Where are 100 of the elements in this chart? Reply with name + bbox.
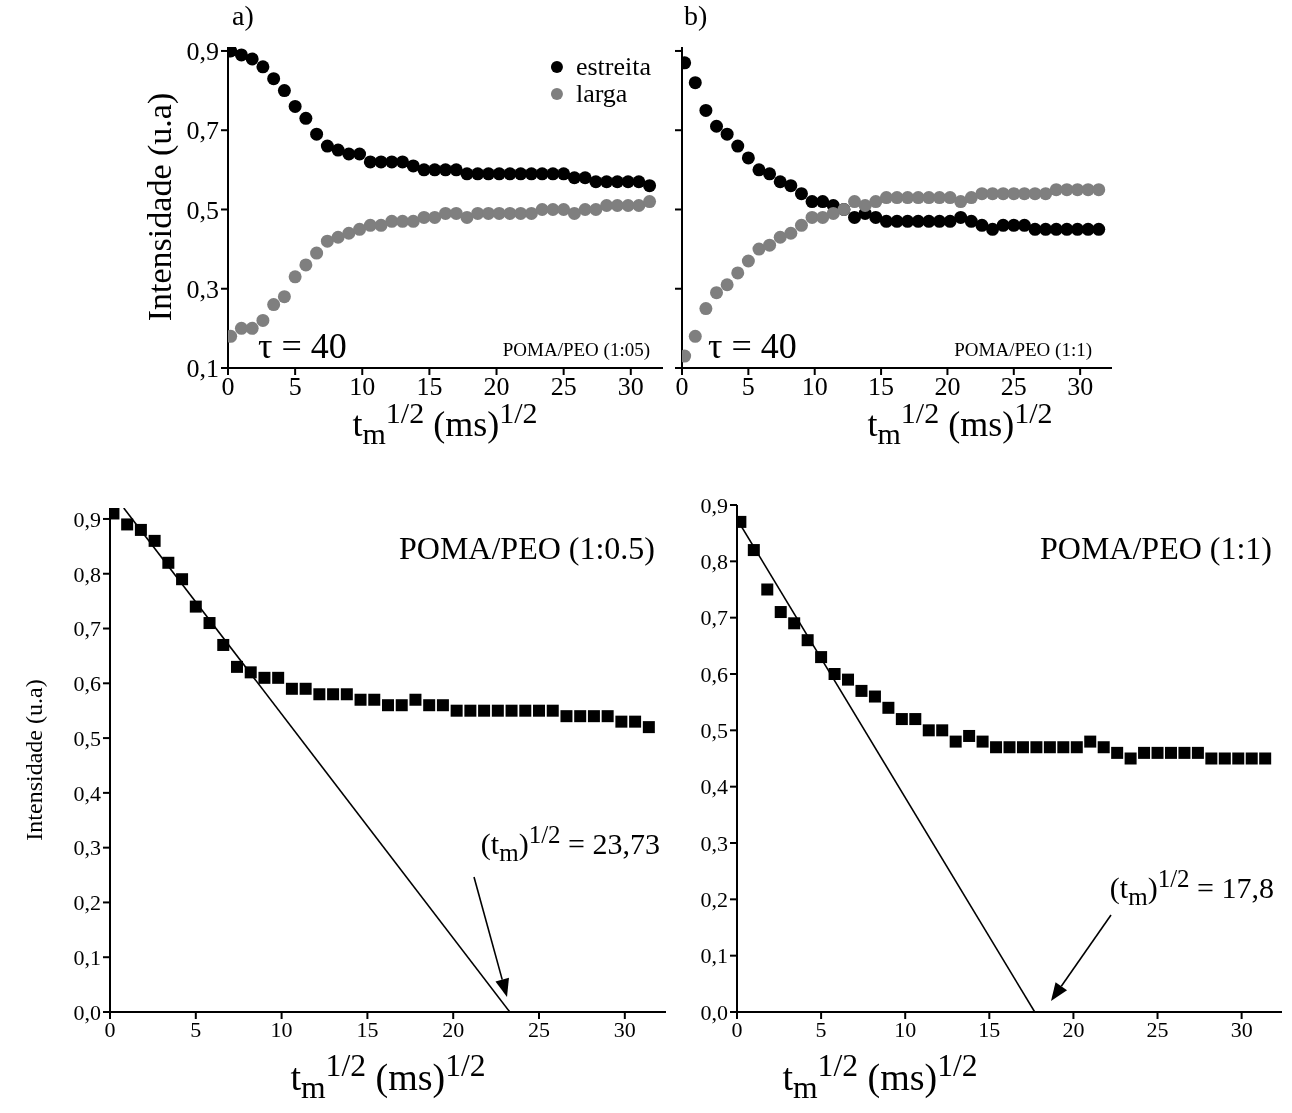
- point: [514, 167, 528, 181]
- point: [990, 741, 1003, 754]
- point: [1111, 746, 1124, 759]
- x-tick-label: 10: [801, 372, 828, 402]
- annotation: POMA/PEO (1:0.5): [398, 530, 655, 566]
- point: [615, 715, 628, 728]
- point: [632, 175, 646, 189]
- point: [277, 84, 291, 98]
- point: [642, 721, 655, 734]
- point: [976, 735, 989, 748]
- point: [710, 286, 724, 300]
- point: [121, 518, 134, 531]
- point: [731, 139, 745, 153]
- point: [439, 206, 452, 220]
- point: [320, 234, 334, 248]
- point: [256, 313, 270, 327]
- point: [801, 634, 814, 647]
- y-tick-label: 0,2: [700, 887, 728, 913]
- point: [1178, 746, 1191, 759]
- point: [1017, 218, 1031, 232]
- point: [1057, 741, 1070, 754]
- point: [460, 210, 474, 224]
- x-tick-label: 15: [356, 1016, 379, 1042]
- point: [1060, 183, 1074, 197]
- point: [688, 76, 702, 90]
- point: [1007, 218, 1021, 232]
- point: [761, 583, 774, 596]
- point: [277, 290, 291, 304]
- point: [481, 167, 495, 181]
- point: [621, 199, 635, 213]
- point: [245, 321, 259, 335]
- point: [578, 171, 592, 185]
- point: [828, 668, 841, 680]
- point: [1124, 752, 1137, 765]
- point: [784, 226, 798, 240]
- x-tick-label: 10: [270, 1016, 293, 1042]
- point: [234, 321, 248, 335]
- point: [533, 704, 546, 717]
- annotation: τ = 40: [258, 326, 347, 366]
- point: [514, 206, 528, 220]
- point: [815, 651, 828, 664]
- point: [353, 147, 367, 161]
- point: [720, 127, 734, 141]
- point: [546, 202, 560, 216]
- point: [964, 191, 978, 205]
- point: [643, 195, 657, 209]
- point: [975, 187, 989, 201]
- x-tick-label: 15: [978, 1016, 1001, 1042]
- point: [1097, 741, 1110, 754]
- y-axis-title: Intensidade (u.a): [20, 679, 48, 841]
- point: [949, 735, 962, 748]
- x-tick-label: 0: [104, 1016, 116, 1042]
- x-tick-label: 0: [675, 372, 689, 402]
- point: [932, 214, 946, 228]
- y-tick-label: 0,3: [186, 274, 219, 304]
- point: [478, 704, 491, 717]
- point: [230, 660, 243, 673]
- point: [842, 673, 855, 686]
- y-tick-label: 0,1: [73, 945, 101, 971]
- point: [741, 254, 755, 268]
- y-tick-label: 0,2: [73, 890, 101, 916]
- x-tick-label: 30: [617, 372, 644, 402]
- y-tick-label: 0,1: [186, 354, 219, 384]
- y-tick-label: 0,5: [700, 718, 728, 744]
- point: [936, 724, 949, 737]
- annotation: (t$_{m}$)$^{1/2}$ = 23,73: [480, 821, 660, 866]
- point: [943, 191, 957, 205]
- x-tick-label: 20: [1062, 1016, 1085, 1042]
- point: [858, 199, 872, 213]
- point: [374, 218, 388, 232]
- point: [288, 99, 302, 113]
- point: [368, 693, 381, 706]
- point: [868, 690, 881, 703]
- point: [574, 710, 587, 723]
- point: [449, 163, 463, 177]
- point: [148, 534, 161, 547]
- point: [310, 246, 324, 260]
- point: [589, 202, 603, 216]
- chart-title: a): [232, 0, 254, 32]
- point: [610, 199, 624, 213]
- x-tick-label: 30: [1067, 372, 1094, 402]
- point: [848, 210, 862, 224]
- point: [567, 171, 581, 185]
- legend-label: larga: [575, 79, 628, 109]
- point: [1191, 746, 1204, 759]
- x-tick-label: 30: [613, 1016, 636, 1042]
- point: [911, 214, 925, 228]
- point: [699, 103, 713, 117]
- point: [363, 218, 377, 232]
- point: [313, 688, 326, 701]
- point: [557, 167, 571, 181]
- point: [909, 713, 922, 726]
- y-tick-label: 0,7: [700, 605, 728, 631]
- point: [535, 202, 549, 216]
- point: [505, 704, 518, 717]
- point: [1138, 746, 1151, 759]
- point: [922, 724, 935, 737]
- x-tick-label: 5: [741, 372, 755, 402]
- point: [1084, 735, 1097, 748]
- y-tick-label: 0,8: [73, 561, 101, 587]
